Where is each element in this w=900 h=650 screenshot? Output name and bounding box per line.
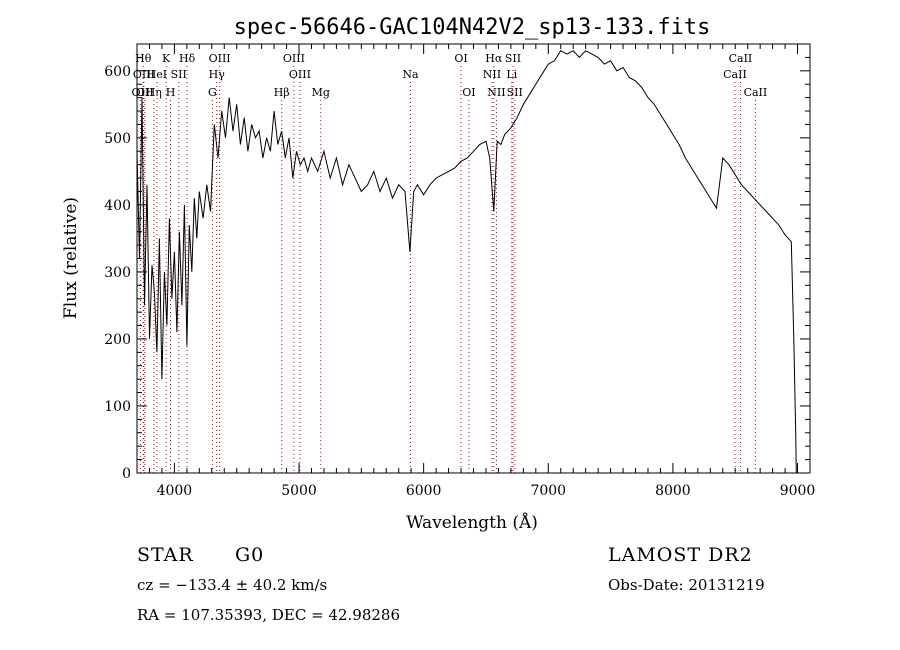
- line-marker-label-12: G: [208, 86, 217, 99]
- line-marker-label-11: Hγ: [209, 68, 226, 81]
- spectrum-line: [136, 50, 797, 474]
- line-marker-label-9: Hδ: [179, 52, 196, 65]
- line-marker-label-17: Na: [402, 68, 419, 81]
- line-marker-label-23: SII: [505, 52, 521, 65]
- axis-ticks: 4000 5000 6000 7000 8000 9000 0 100 200 300 400 500…: [104, 44, 815, 499]
- line-marker-label-25: SII: [507, 86, 523, 99]
- line-marker-label-21: NII: [483, 68, 501, 81]
- x-tick-label-5: 9000: [780, 483, 816, 499]
- line-marker-label-16: Mg: [312, 86, 330, 99]
- y-tick-label-2: 200: [104, 332, 131, 348]
- line-marker-label-27: CaII: [729, 52, 753, 65]
- x-tick-label-2: 6000: [406, 483, 442, 499]
- y-tick-label-3: 300: [104, 265, 131, 281]
- line-marker-label-18: OI: [454, 52, 467, 65]
- line-marker-label-22: NII: [487, 86, 505, 99]
- object-type: STAR: [137, 544, 194, 566]
- line-marker-label-5: HeI: [147, 68, 167, 81]
- chart-title: spec-56646-GAC104N42V2_sp13-133.fits: [234, 15, 711, 40]
- line-marker-label-14: OIII: [283, 52, 305, 65]
- x-tick-label-4: 8000: [655, 483, 691, 499]
- x-axis-label: Wavelength (Å): [406, 512, 538, 533]
- object-subclass: G0: [235, 544, 264, 566]
- y-tick-label-5: 500: [104, 131, 131, 147]
- line-marker-label-8: SII: [171, 68, 187, 81]
- redshift-velocity: cz = −133.4 ± 40.2 km/s: [137, 576, 327, 594]
- y-tick-label-1: 100: [104, 399, 131, 415]
- line-marker-label-3: OII: [136, 86, 154, 99]
- line-marker-label-10: OIII: [209, 52, 231, 65]
- line-marker-label-0: OII: [132, 86, 150, 99]
- observation-date: Obs-Date: 20131219: [608, 576, 765, 594]
- line-marker-label-28: CaII: [744, 86, 768, 99]
- line-marker-label-15: OIII: [289, 68, 311, 81]
- x-tick-label-0: 4000: [157, 483, 193, 499]
- line-marker-label-7: H: [166, 86, 176, 99]
- coordinates: RA = 107.35393, DEC = 42.98286: [137, 606, 400, 624]
- line-marker-label-26: CaII: [723, 68, 747, 81]
- x-tick-label-1: 5000: [281, 483, 317, 499]
- y-tick-label-4: 400: [104, 198, 131, 214]
- line-marker-label-13: Hβ: [274, 86, 290, 99]
- line-marker-label-20: Hα: [485, 52, 503, 65]
- y-tick-label-6: 600: [104, 64, 131, 80]
- line-marker-label-1: Hθ: [135, 52, 152, 65]
- y-axis-label: Flux (relative): [61, 197, 81, 319]
- survey-name: LAMOST DR2: [608, 544, 753, 566]
- line-marker-label-19: OI: [462, 86, 475, 99]
- x-tick-label-3: 7000: [530, 483, 566, 499]
- y-tick-label-0: 0: [122, 466, 131, 482]
- plot-frame: [136, 43, 811, 474]
- line-marker-label-4: Hη: [146, 86, 162, 99]
- line-marker-label-6: K: [162, 52, 171, 65]
- line-marker-label-24: Li: [506, 68, 517, 81]
